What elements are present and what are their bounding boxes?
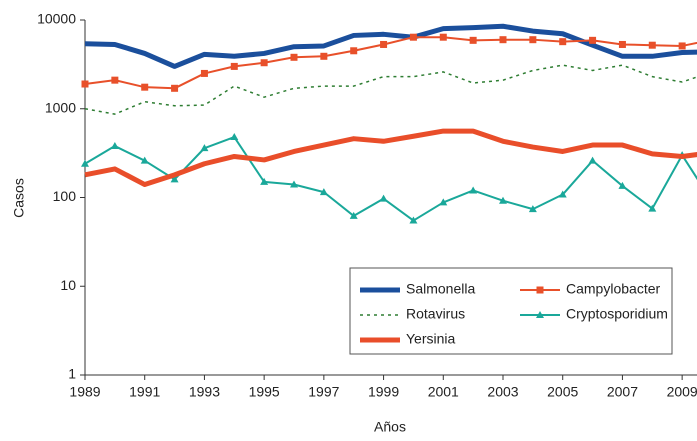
marker	[290, 180, 298, 188]
marker	[81, 80, 89, 88]
x-tick-label: 2007	[607, 384, 638, 400]
marker	[409, 216, 418, 224]
y-axis-label: Casos	[11, 178, 27, 218]
legend-label: Yersinia	[406, 331, 456, 347]
marker	[81, 159, 89, 167]
y-tick-label: 10	[60, 277, 76, 293]
legend-box	[349, 267, 673, 355]
x-tick-label: 2005	[547, 384, 578, 400]
marker	[469, 36, 477, 44]
series-line	[84, 128, 697, 188]
marker	[230, 133, 239, 141]
marker	[320, 52, 328, 60]
x-tick-label: 1989	[69, 384, 100, 400]
marker	[200, 69, 208, 77]
marker	[200, 144, 209, 152]
x-tick-label: 2003	[487, 384, 518, 400]
marker	[648, 204, 657, 212]
marker	[409, 33, 417, 41]
y-tick-label: 1000	[45, 99, 76, 115]
x-tick-label: 2001	[428, 384, 459, 400]
marker	[618, 181, 627, 189]
marker	[110, 142, 119, 150]
legend-marker	[536, 286, 544, 294]
marker	[290, 53, 298, 61]
marker	[380, 40, 388, 48]
marker	[379, 194, 388, 202]
legend-label: Salmonella	[406, 281, 475, 297]
legend-label: Campylobacter	[566, 281, 660, 297]
marker	[111, 76, 119, 84]
marker	[618, 40, 626, 48]
marker	[349, 211, 358, 219]
x-tick-label: 1993	[189, 384, 220, 400]
marker	[648, 41, 656, 49]
marker	[140, 156, 149, 164]
marker	[439, 198, 448, 206]
marker	[499, 36, 507, 44]
marker	[170, 175, 179, 183]
marker	[260, 59, 268, 67]
legend-label: Rotavirus	[406, 306, 465, 322]
marker	[528, 205, 537, 213]
y-tick-label: 1	[68, 366, 76, 382]
x-tick-label: 1995	[249, 384, 280, 400]
marker	[559, 38, 567, 46]
marker	[678, 42, 686, 50]
marker	[499, 196, 507, 204]
legend-marker	[536, 311, 544, 318]
marker	[141, 83, 149, 91]
x-tick-label: 1997	[308, 384, 339, 400]
x-axis-label: Años	[374, 419, 406, 435]
series-line	[84, 36, 697, 90]
marker	[589, 36, 597, 44]
marker	[171, 84, 179, 92]
marker	[439, 33, 447, 41]
marker	[529, 36, 537, 44]
series-line	[84, 136, 697, 222]
y-tick-label: 10000	[37, 11, 76, 27]
legend-label: Cryptosporidium	[566, 306, 668, 322]
series-line	[84, 23, 697, 69]
x-tick-label: 1999	[368, 384, 399, 400]
y-tick-label: 100	[53, 188, 77, 204]
marker	[469, 186, 478, 194]
marker	[260, 177, 269, 185]
marker	[350, 47, 358, 55]
x-tick-label: 2009	[667, 384, 697, 400]
x-tick-label: 1991	[129, 384, 160, 400]
marker	[588, 156, 597, 164]
marker	[319, 188, 328, 196]
marker	[230, 62, 238, 70]
series-line	[84, 64, 697, 115]
marker	[558, 190, 567, 198]
